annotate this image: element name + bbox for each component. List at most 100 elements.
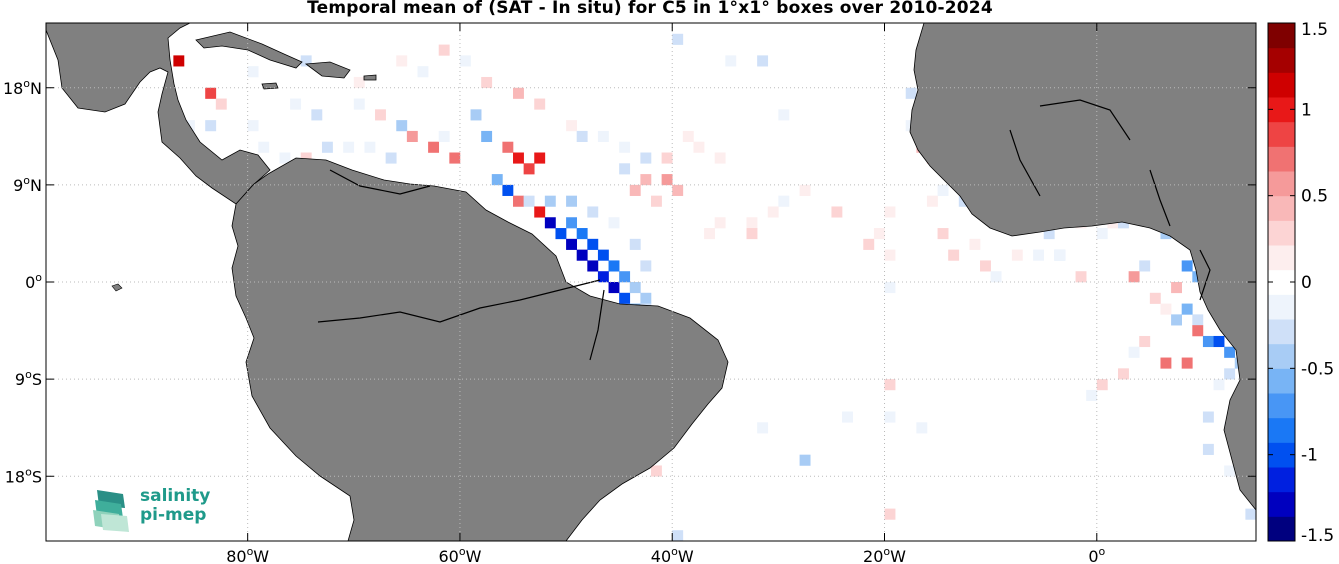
colorbar-swatch xyxy=(1268,417,1295,443)
grid-cell xyxy=(502,184,514,196)
grid-cell xyxy=(757,422,769,434)
grid-cell xyxy=(916,422,928,434)
colorbar-swatch xyxy=(1268,121,1295,147)
grid-cell xyxy=(1096,228,1108,240)
colorbar-tick-label: 0 xyxy=(1301,273,1312,293)
grid-cell xyxy=(523,195,535,207)
colorbar-swatch xyxy=(1268,23,1295,49)
grid-cell xyxy=(778,195,790,207)
difference-cells xyxy=(141,33,1256,541)
grid-cell xyxy=(767,206,779,218)
grid-cell xyxy=(438,130,450,143)
grid-cell xyxy=(704,228,715,240)
grid-cell xyxy=(491,174,503,186)
grid-cell xyxy=(1224,465,1236,477)
grid-cell xyxy=(629,282,641,294)
grid-cell xyxy=(629,238,641,250)
grid-cell xyxy=(513,195,524,207)
grid-cell xyxy=(1202,335,1214,348)
grid-cell xyxy=(905,87,917,99)
grid-cell xyxy=(799,454,811,466)
grid-cell xyxy=(693,141,705,153)
grid-cell xyxy=(661,174,673,186)
grid-cell xyxy=(1043,228,1055,240)
grid-cell xyxy=(576,228,588,240)
grid-cell xyxy=(640,292,652,304)
grid-cell xyxy=(1224,368,1236,380)
grid-cell xyxy=(1118,217,1129,229)
grid-cell xyxy=(873,228,885,240)
grid-cell xyxy=(364,141,376,153)
colorbar-swatch xyxy=(1268,491,1295,517)
grid-cell xyxy=(640,152,652,164)
grid-cell xyxy=(948,249,960,261)
grid-cell xyxy=(290,98,302,110)
grid-cell xyxy=(438,44,450,56)
grid-cell xyxy=(842,411,853,423)
grid-cell xyxy=(417,66,429,78)
grid-cell xyxy=(555,228,567,240)
lon-tick-label: 60oW xyxy=(438,545,481,564)
grid-cell xyxy=(1118,368,1129,380)
colorbar-swatch xyxy=(1268,393,1295,419)
grid-cell xyxy=(173,55,185,67)
grid-cell xyxy=(651,465,662,477)
grid-cell xyxy=(258,141,270,153)
grid-cell xyxy=(544,217,556,229)
grid-cell xyxy=(597,249,609,261)
grid-cell xyxy=(884,379,896,391)
lat-tick-label: 9oN xyxy=(13,174,42,195)
grid-cell xyxy=(428,141,440,153)
grid-cell xyxy=(608,282,620,294)
grid-cell xyxy=(1181,357,1193,369)
grid-cell xyxy=(587,206,599,218)
colorbar-swatch xyxy=(1268,146,1295,172)
puerto-rico-island xyxy=(363,74,377,81)
grid-cell xyxy=(1086,389,1098,402)
grid-cell xyxy=(576,249,588,261)
colorbar-swatch xyxy=(1268,319,1295,345)
colorbar-tick-label: -1 xyxy=(1301,446,1318,466)
colorbar-swatch xyxy=(1268,195,1295,221)
axis-ticks: 80oW 60oW 40oW 20oW 0o 18oN 9oN 0o 9oS 18oS xyxy=(3,23,1256,564)
grid-cell xyxy=(1224,346,1236,358)
grid-cell xyxy=(1075,271,1087,283)
grid-cell xyxy=(1213,335,1225,348)
grid-cell xyxy=(629,184,641,196)
grid-cell xyxy=(682,130,694,143)
grid-cell xyxy=(459,55,471,67)
grid-cell xyxy=(969,238,981,250)
grid-cell xyxy=(1160,357,1172,369)
lat-tick-label: 9oS xyxy=(15,368,42,389)
grid-cell xyxy=(343,141,355,153)
grid-cell xyxy=(544,195,556,207)
grid-cell xyxy=(566,195,578,207)
grid-cell xyxy=(1202,443,1214,455)
colorbar-tick-label: 1 xyxy=(1301,100,1312,120)
grid-cell xyxy=(385,152,397,164)
grid-cell xyxy=(597,271,609,283)
colorbar-swatch xyxy=(1268,220,1295,246)
grid-cell xyxy=(311,109,323,121)
grid-cell xyxy=(640,260,652,272)
grid-cell xyxy=(406,130,418,143)
grid-cell xyxy=(247,120,259,132)
grid-cell xyxy=(937,228,949,240)
grid-cell xyxy=(353,76,365,89)
colorbar-swatch xyxy=(1268,245,1295,271)
cuba-island xyxy=(195,31,303,69)
grid-cell xyxy=(1171,314,1183,326)
grid-cell xyxy=(937,184,949,196)
grid-cell xyxy=(247,66,259,78)
grid-cell xyxy=(375,109,386,121)
lat-tick-label: 0o xyxy=(25,271,42,292)
colorbar-swatch xyxy=(1268,516,1295,542)
grid-cell xyxy=(608,217,620,229)
grid-cell xyxy=(640,174,652,186)
grid-cell xyxy=(300,152,312,164)
grid-cell xyxy=(300,55,312,67)
grid-cell xyxy=(672,33,684,45)
grid-cell xyxy=(757,55,769,67)
grid-cell xyxy=(1213,379,1225,391)
